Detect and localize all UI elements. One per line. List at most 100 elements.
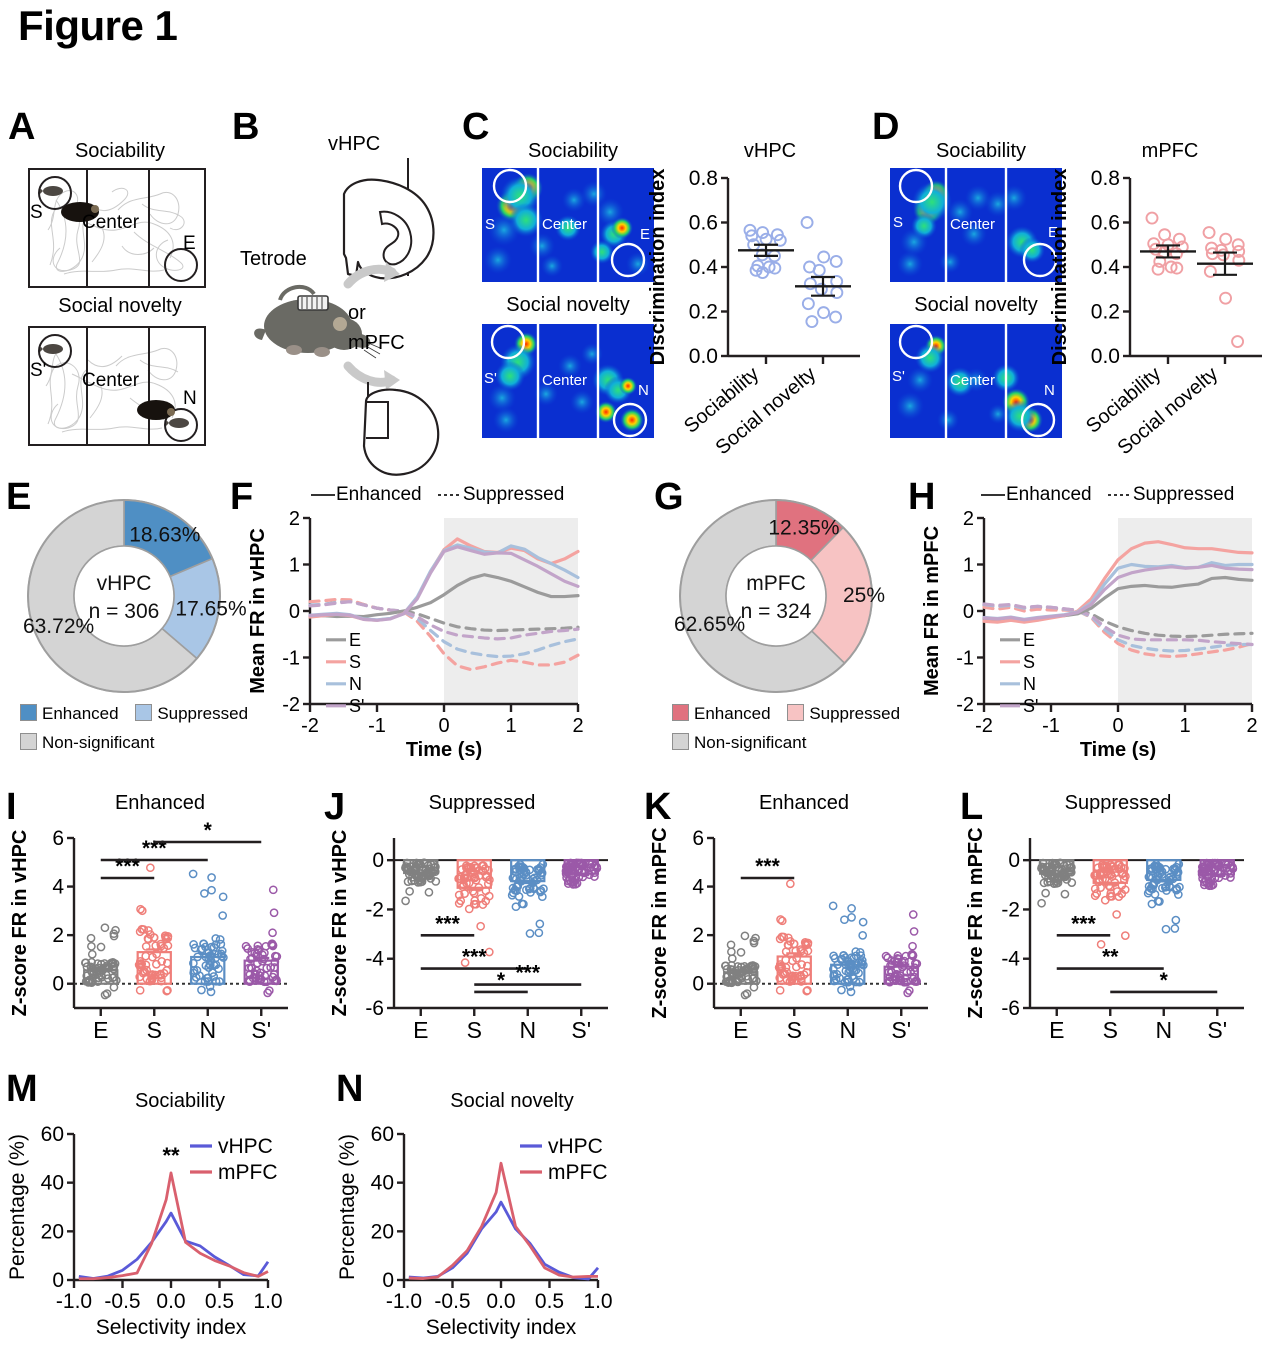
svg-text:1: 1 xyxy=(505,715,516,737)
svg-text:1: 1 xyxy=(963,555,974,577)
heatmap-sociability-vhpc: S Center E xyxy=(482,168,654,282)
panel-b-vhpc-label: vHPC xyxy=(328,133,381,155)
svg-text:-2: -2 xyxy=(282,694,300,716)
svg-text:n = 306: n = 306 xyxy=(89,600,160,623)
heatmap-label-s-d: S xyxy=(893,214,904,231)
svg-text:N: N xyxy=(839,1017,856,1043)
svg-text:Z-score FR in vHPC: Z-score FR in vHPC xyxy=(9,830,31,1017)
svg-text:*: * xyxy=(497,969,506,992)
legend-swatch-enhanced xyxy=(20,704,37,721)
svg-text:-1.0: -1.0 xyxy=(56,1290,92,1313)
donut-legend-vhpc: Enhanced Suppressed Non-significant xyxy=(20,704,248,753)
panel-c-chart-title: vHPC xyxy=(743,140,797,162)
panel-label-b: B xyxy=(232,106,260,148)
legend-swatch-suppressed xyxy=(135,704,153,721)
heatmap-label-s: S xyxy=(485,216,496,233)
label-center-bottom: Center xyxy=(82,370,140,391)
svg-text:*: * xyxy=(204,819,213,842)
heatmap-label-center-d-top: Center xyxy=(950,216,996,233)
svg-text:2: 2 xyxy=(1246,715,1257,737)
svg-text:1: 1 xyxy=(289,555,300,577)
svg-text:***: *** xyxy=(1071,912,1096,935)
svg-text:-6: -6 xyxy=(365,997,384,1020)
svg-text:N: N xyxy=(199,1017,216,1043)
svg-text:Percentage (%): Percentage (%) xyxy=(6,1134,29,1280)
panel-a-top-title: Sociability xyxy=(74,140,166,162)
svg-text:S: S xyxy=(349,652,361,672)
panel-label-n: N xyxy=(336,1068,364,1110)
panel-i-title: Enhanced xyxy=(114,792,206,814)
label-center-top: Center xyxy=(82,212,140,233)
legend-swatch-suppressed-mpfc xyxy=(787,704,805,721)
svg-text:S': S' xyxy=(349,696,364,716)
svg-text:n = 324: n = 324 xyxy=(741,600,812,623)
legend-swatch-nonsignificant-mpfc xyxy=(672,733,689,750)
svg-text:S': S' xyxy=(251,1017,271,1043)
svg-text:0.0: 0.0 xyxy=(486,1290,515,1313)
panel-label-k: K xyxy=(644,786,672,828)
svg-text:0: 0 xyxy=(963,601,974,623)
svg-text:0: 0 xyxy=(1008,849,1020,872)
svg-text:***: *** xyxy=(115,855,140,878)
svg-text:0.6: 0.6 xyxy=(689,212,718,235)
svg-text:S: S xyxy=(1103,1017,1118,1043)
legend-label-suppressed: Suppressed xyxy=(157,704,249,723)
svg-text:0.5: 0.5 xyxy=(535,1290,564,1313)
svg-text:Social novelty: Social novelty xyxy=(1114,363,1223,459)
svg-text:0: 0 xyxy=(692,973,704,996)
panel-j-title: Suppressed xyxy=(428,792,536,814)
cup-n-bottom xyxy=(164,408,198,442)
panel-label-f: F xyxy=(230,476,254,518)
panel-n-title: Social novelty xyxy=(450,1090,574,1112)
svg-text:S': S' xyxy=(1023,696,1038,716)
svg-text:18.63%: 18.63% xyxy=(129,523,200,546)
svg-text:-2: -2 xyxy=(1001,898,1020,921)
svg-text:0: 0 xyxy=(1112,715,1123,737)
svg-text:1.0: 1.0 xyxy=(253,1290,282,1313)
svg-text:0.2: 0.2 xyxy=(1091,301,1120,324)
svg-text:-2: -2 xyxy=(975,715,993,737)
svg-text:-4: -4 xyxy=(1001,948,1020,971)
svg-text:0: 0 xyxy=(289,601,300,623)
svg-text:0: 0 xyxy=(438,715,449,737)
legend-label-enhanced: Enhanced xyxy=(42,704,119,723)
svg-text:S': S' xyxy=(891,1017,911,1043)
svg-text:S: S xyxy=(787,1017,802,1043)
svg-text:-1: -1 xyxy=(1042,715,1060,737)
panel-label-l: L xyxy=(960,786,984,828)
panel-h: Enhanced Suppressed -2 -1 0 1 2 -2 -1 0 1 2 Time (… xyxy=(921,484,1268,764)
panel-e: 18.63% 17.65% 63.72% vHPC n = 306 Enhanced S… xyxy=(14,492,248,762)
svg-text:Discrimination index: Discrimination index xyxy=(647,169,669,366)
legend-label-nonsignificant-mpfc: Non-significant xyxy=(694,733,807,752)
cup-s-top xyxy=(38,176,72,210)
svg-text:-1: -1 xyxy=(368,715,386,737)
svg-text:20: 20 xyxy=(371,1220,394,1243)
svg-text:Selectivity index: Selectivity index xyxy=(96,1316,247,1339)
svg-text:1.0: 1.0 xyxy=(583,1290,612,1313)
heatmap-label-center-d-bot: Center xyxy=(950,372,996,389)
svg-text:vHPC: vHPC xyxy=(548,1135,603,1158)
svg-text:-1: -1 xyxy=(282,648,300,670)
svg-text:S: S xyxy=(1023,652,1035,672)
panel-d-top-title: Sociability xyxy=(935,140,1027,162)
legend-swatch-enhanced-mpfc xyxy=(672,704,689,721)
heatmap-label-center-c-bot: Center xyxy=(542,372,588,389)
svg-text:***: *** xyxy=(462,946,487,969)
svg-text:0.5: 0.5 xyxy=(205,1290,234,1313)
svg-text:0.0: 0.0 xyxy=(689,345,718,368)
panel-c: Sociability S Center E Social novelty xyxy=(470,138,870,468)
svg-text:Z-score FR in mPFC: Z-score FR in mPFC xyxy=(965,827,987,1018)
svg-text:S': S' xyxy=(1207,1017,1227,1043)
svg-text:-6: -6 xyxy=(1001,997,1020,1020)
panel-c-bottom-title: Social novelty xyxy=(506,294,630,316)
svg-text:25%: 25% xyxy=(843,584,885,607)
panel-f: Enhanced Suppressed -2 -1 0 1 2 -2 -1 0 1 2 Time (… xyxy=(247,484,598,764)
legend-label-nonsignificant: Non-significant xyxy=(42,733,155,752)
panel-label-c: C xyxy=(462,106,490,148)
figure-title: Figure 1 xyxy=(18,2,178,49)
panel-label-a: A xyxy=(8,106,36,148)
svg-text:*: * xyxy=(1160,969,1169,992)
